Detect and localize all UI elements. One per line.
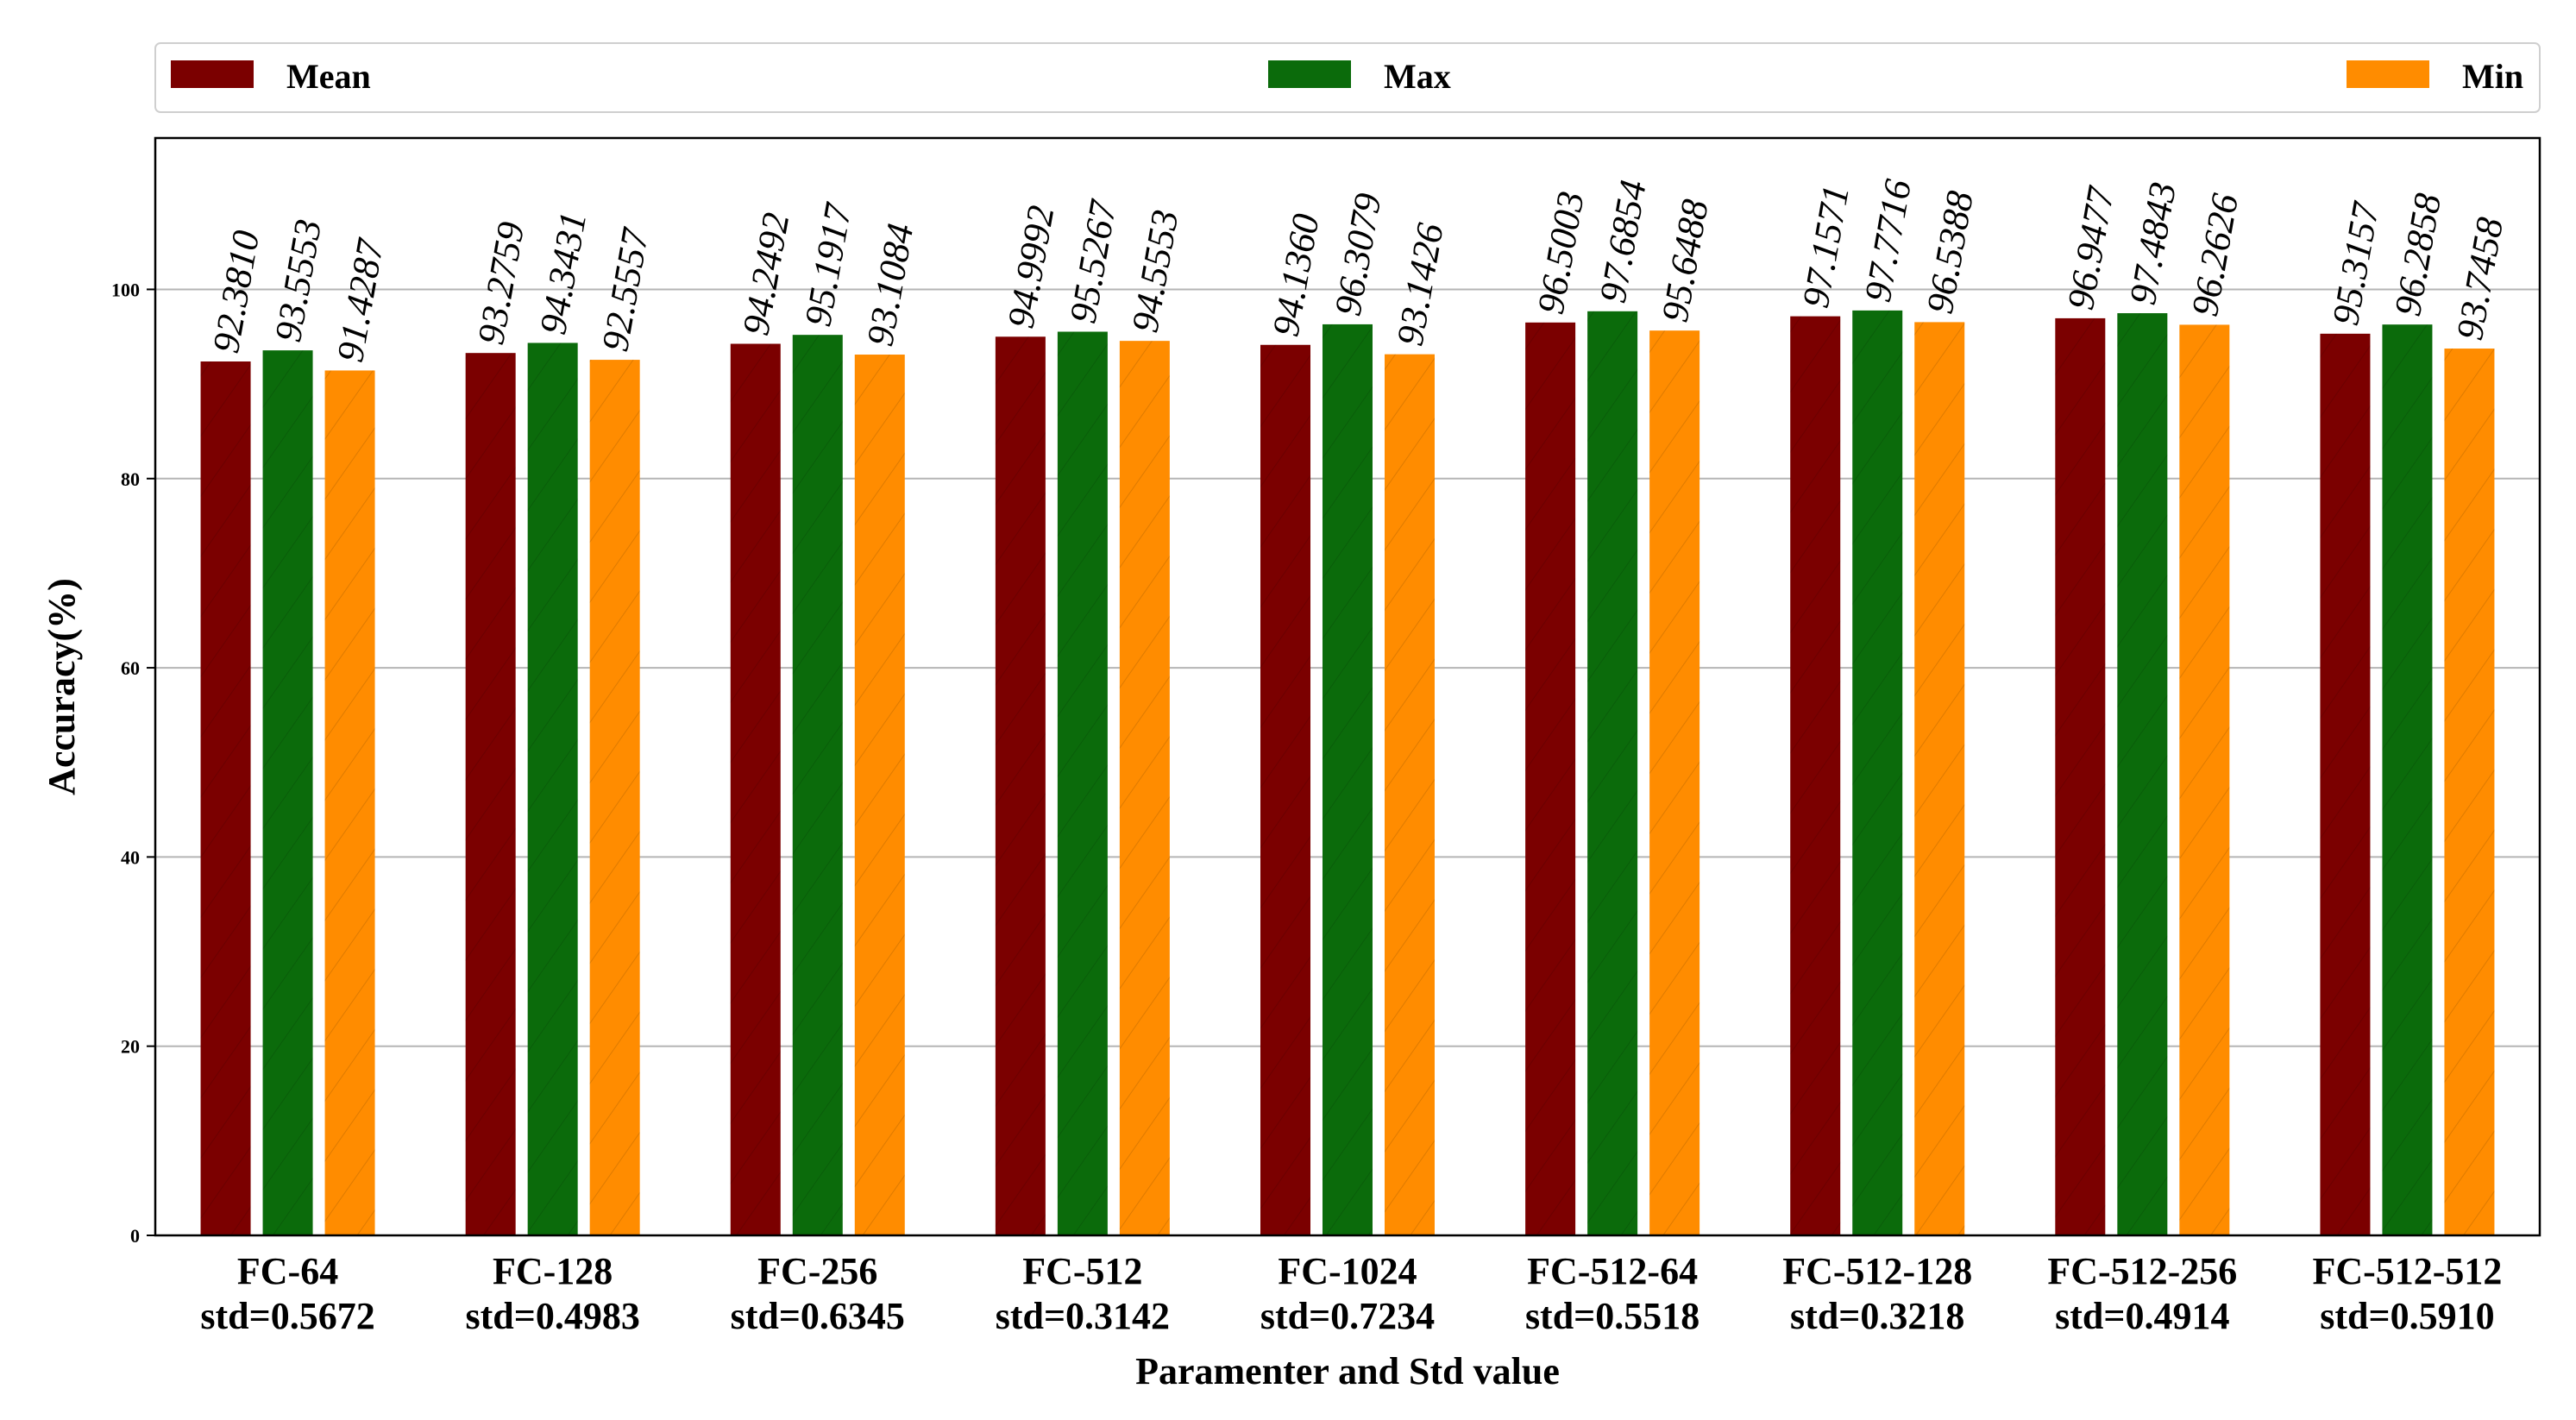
y-tick-label: 20 xyxy=(121,1036,140,1058)
bar-hatch xyxy=(589,360,640,1236)
data-label: 92.3810 xyxy=(204,227,267,355)
bar-hatch xyxy=(1914,322,1965,1236)
bar-hatch xyxy=(1525,322,1576,1235)
x-tick-label: FC-512-256 xyxy=(2047,1250,2237,1292)
x-tick-std-label: std=0.7234 xyxy=(1260,1295,1435,1337)
bar-hatch xyxy=(1790,316,1841,1236)
data-label: 97.4843 xyxy=(2121,179,2184,307)
bar-hatch xyxy=(1119,341,1170,1235)
bar-hatch xyxy=(1260,344,1310,1236)
x-tick-std-label: std=0.4914 xyxy=(2055,1295,2229,1337)
bar-hatch xyxy=(1385,354,1435,1236)
data-label: 96.5003 xyxy=(1530,188,1593,317)
legend-label-mean: Mean xyxy=(286,57,371,96)
plot-frame xyxy=(154,136,2541,1237)
y-tick-label: 60 xyxy=(121,657,140,679)
x-tick-std-label: std=0.6345 xyxy=(731,1295,905,1337)
bar-hatch xyxy=(2055,317,2106,1235)
data-label: 96.3079 xyxy=(1327,190,1390,318)
data-label: 94.1360 xyxy=(1265,210,1328,339)
x-tick-label: FC-256 xyxy=(757,1250,877,1292)
legend-swatch-min xyxy=(2347,60,2429,88)
bar-hatch xyxy=(1323,324,1373,1235)
data-label: 94.9992 xyxy=(999,203,1062,331)
y-tick-label: 100 xyxy=(111,279,140,300)
bar-hatch xyxy=(2117,313,2168,1236)
x-tick-label: FC-64 xyxy=(237,1250,338,1292)
x-tick-std-label: std=0.5518 xyxy=(1525,1295,1700,1337)
bar-hatch xyxy=(2320,333,2371,1235)
x-tick-label: FC-512 xyxy=(1022,1250,1142,1292)
bar-hatch xyxy=(1649,330,1700,1236)
data-label: 93.5553 xyxy=(267,217,330,345)
x-tick-std-label: std=0.5672 xyxy=(200,1295,374,1337)
x-tick-std-label: std=0.3218 xyxy=(1790,1295,1964,1337)
bar-hatch xyxy=(465,353,516,1235)
data-label: 95.3157 xyxy=(2324,198,2387,328)
data-label: 94.3431 xyxy=(531,209,594,337)
data-label: 95.5267 xyxy=(1061,196,1124,326)
y-tick-label: 40 xyxy=(121,846,140,868)
bar-hatch xyxy=(1587,311,1638,1235)
data-label: 93.2759 xyxy=(469,219,532,348)
bar-hatch xyxy=(854,355,905,1235)
y-tick-label: 80 xyxy=(121,468,140,490)
bar-hatch xyxy=(792,335,843,1235)
legend-swatch-max xyxy=(1268,60,1351,88)
bar-hatch xyxy=(1057,331,1108,1235)
x-tick-std-label: std=0.4983 xyxy=(466,1295,640,1337)
x-tick-std-label: std=0.3142 xyxy=(996,1295,1170,1337)
data-label: 96.2626 xyxy=(2183,191,2246,319)
legend: Mean Max Min xyxy=(154,42,2541,113)
y-axis-title: Accuracy(%) xyxy=(41,578,83,795)
x-tick-label: FC-512-128 xyxy=(1782,1250,1972,1292)
data-label: 91.4287 xyxy=(329,235,392,365)
legend-label-max: Max xyxy=(1384,57,1451,96)
bar-hatch xyxy=(527,342,578,1235)
data-label: 97.7716 xyxy=(1857,176,1919,305)
bar-hatch xyxy=(200,361,251,1236)
data-label: 93.1426 xyxy=(1389,220,1452,349)
data-label: 96.5388 xyxy=(1919,188,1982,317)
bar-hatch xyxy=(324,370,375,1235)
y-tick-label: 0 xyxy=(130,1225,140,1247)
data-label: 94.2492 xyxy=(734,210,797,338)
bar-hatch xyxy=(730,343,781,1235)
x-axis-title: Paramenter and Std value xyxy=(1135,1350,1560,1392)
data-label: 97.1571 xyxy=(1794,182,1857,311)
x-tick-label: FC-512-512 xyxy=(2312,1250,2502,1292)
x-tick-label: FC-1024 xyxy=(1278,1250,1417,1292)
bar-hatch xyxy=(2382,324,2433,1235)
bar-hatch xyxy=(262,350,313,1236)
bar-hatch xyxy=(1852,310,1903,1236)
legend-label-min: Min xyxy=(2462,57,2523,96)
legend-swatch-mean xyxy=(171,60,254,88)
data-label: 95.1917 xyxy=(796,199,859,330)
data-label: 95.6488 xyxy=(1654,197,1717,325)
data-label: 93.1084 xyxy=(858,220,921,349)
x-tick-label: FC-128 xyxy=(493,1250,613,1292)
x-tick-std-label: std=0.5910 xyxy=(2320,1295,2494,1337)
data-label: 96.9477 xyxy=(2059,182,2122,312)
data-label: 94.5553 xyxy=(1123,207,1186,336)
x-tick-label: FC-512-64 xyxy=(1527,1250,1698,1292)
bar-hatch xyxy=(2179,324,2230,1235)
data-label: 93.7458 xyxy=(2448,214,2511,342)
bar-hatch xyxy=(2444,349,2495,1235)
bar-hatch xyxy=(995,336,1046,1235)
data-label: 97.6854 xyxy=(1592,177,1655,305)
data-label: 96.2858 xyxy=(2386,191,2449,319)
